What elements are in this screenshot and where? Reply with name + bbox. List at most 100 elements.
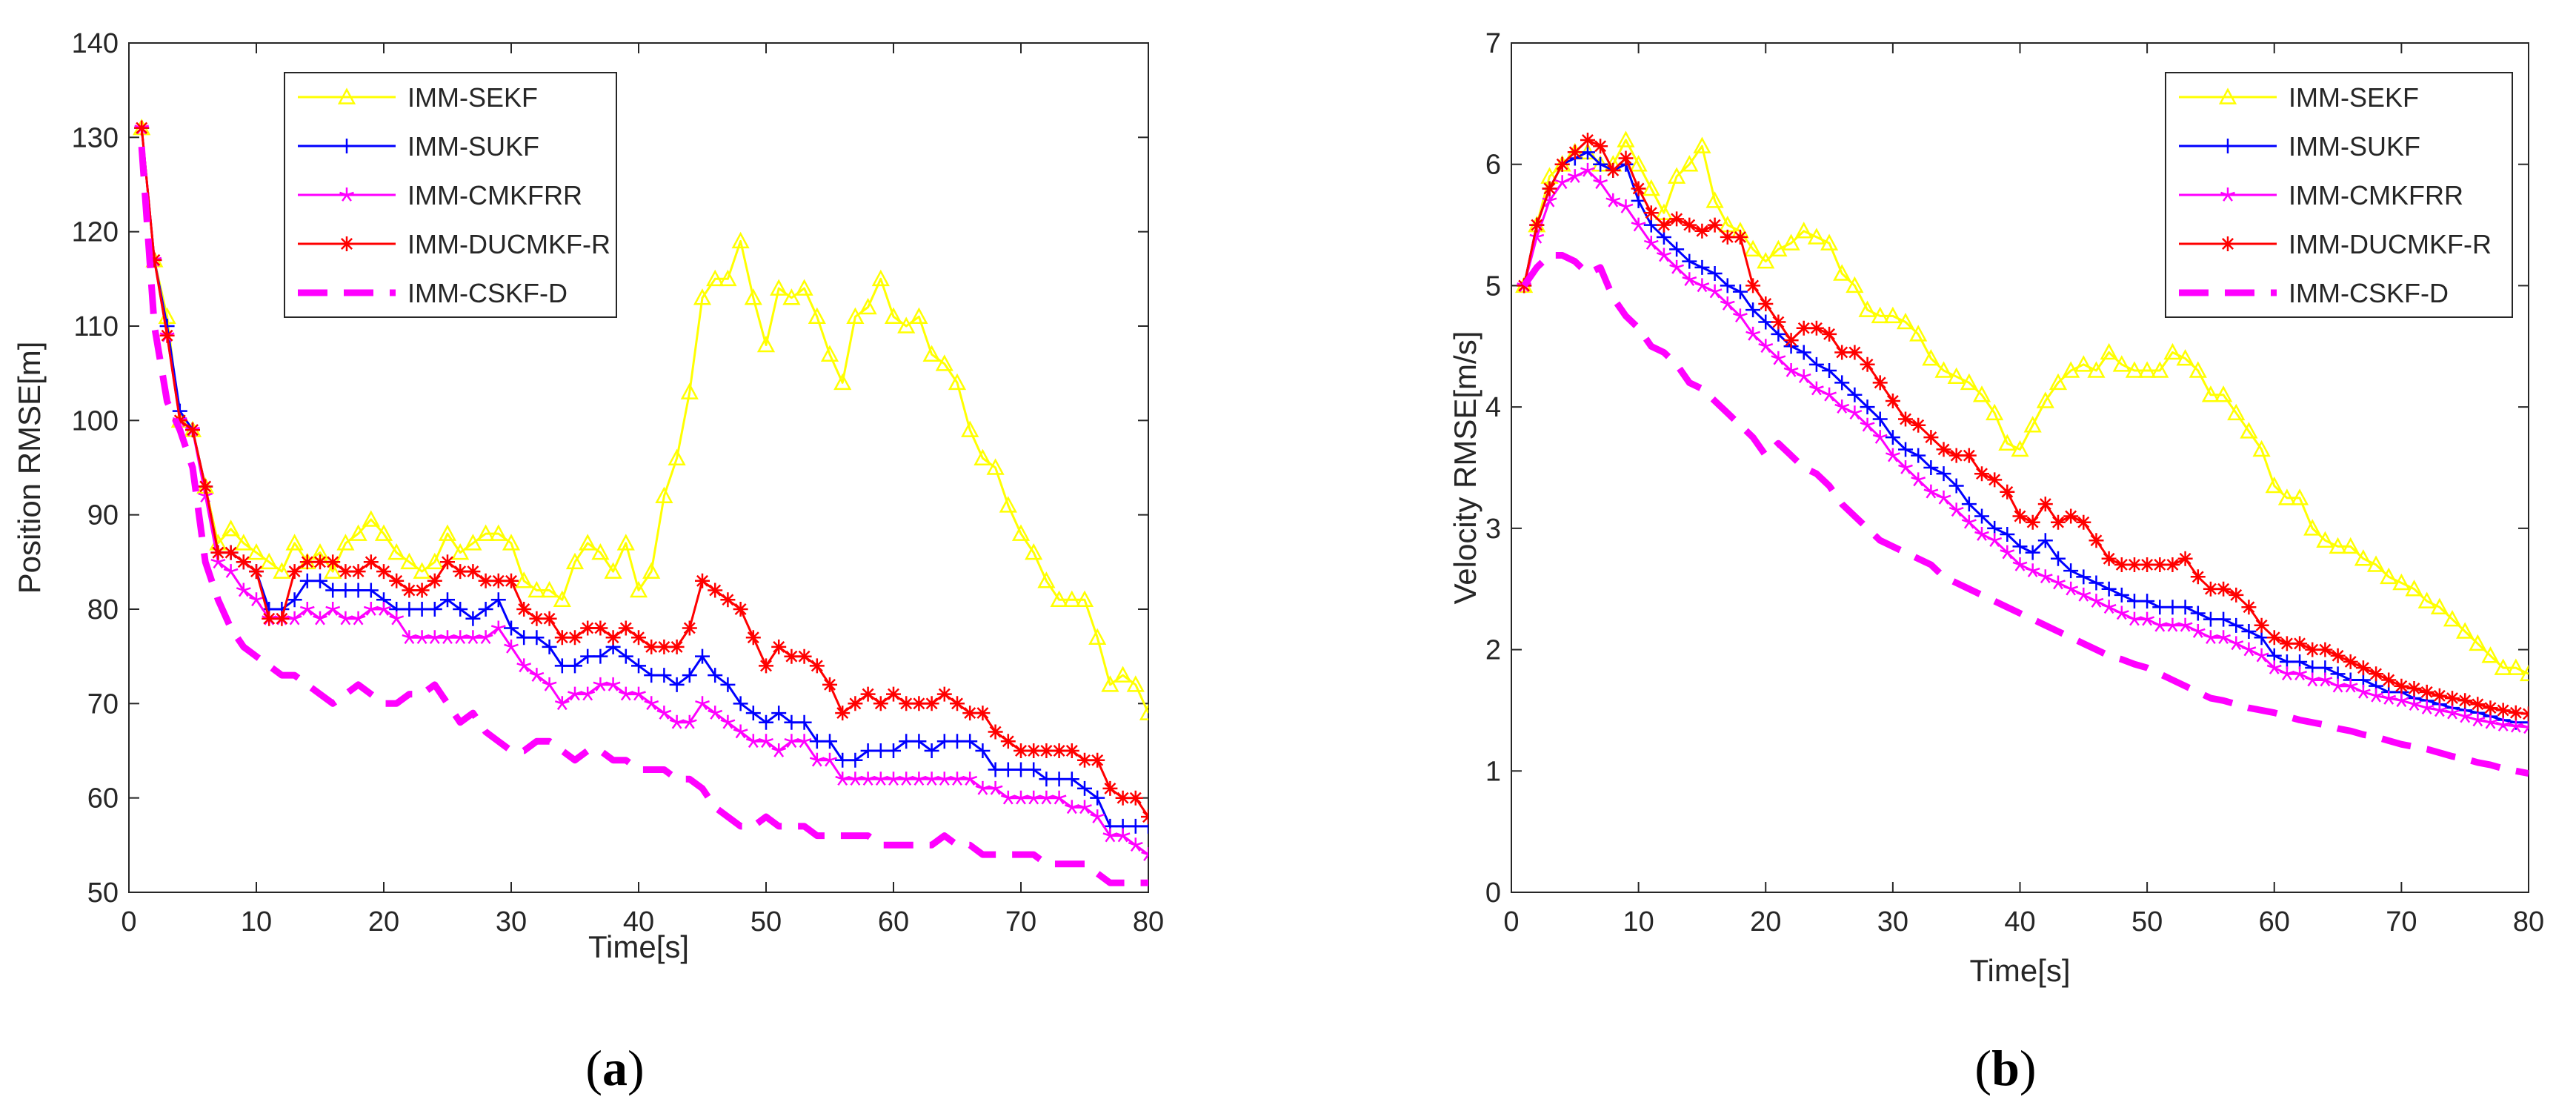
data-point <box>1567 169 1582 183</box>
series-imm-ducmkf-r <box>1517 133 2529 722</box>
data-point <box>975 743 991 758</box>
data-point <box>2165 600 2180 615</box>
legend-marker <box>2220 188 2235 202</box>
data-point <box>1871 306 1889 324</box>
data-point <box>756 335 776 353</box>
data-point <box>465 611 481 626</box>
data-point <box>784 648 799 664</box>
data-point <box>884 307 903 325</box>
legend-label: IMM-DUCMKF-R <box>407 229 610 259</box>
data-point <box>210 545 226 560</box>
y-tick-label: 130 <box>72 122 119 153</box>
x-tick-label: 80 <box>1133 906 1164 938</box>
data-point <box>1077 752 1092 768</box>
data-point <box>2305 672 2320 687</box>
data-point <box>2303 519 2322 536</box>
series-imm-sekf <box>133 118 1148 720</box>
data-point <box>886 771 901 786</box>
legend-marker <box>2220 236 2235 251</box>
data-point <box>2417 591 2436 608</box>
data-point <box>2343 654 2358 669</box>
x-tick-label: 60 <box>878 906 909 938</box>
data-point <box>899 771 914 786</box>
legend-label: IMM-CMKFRR <box>407 180 582 210</box>
data-point <box>1745 302 1761 318</box>
data-point <box>1998 434 2017 451</box>
panel-caption: (b) <box>1974 1040 2036 1096</box>
data-point <box>1796 369 1811 384</box>
data-point <box>2494 658 2512 675</box>
data-point <box>873 743 888 758</box>
data-point <box>1139 703 1148 720</box>
data-point <box>1796 345 1811 360</box>
data-point <box>1014 762 1028 777</box>
data-point <box>2087 361 2106 378</box>
data-point <box>1758 296 1774 311</box>
data-point <box>899 734 914 749</box>
data-point <box>1707 217 1723 233</box>
data-point <box>2163 342 2182 360</box>
data-point <box>1694 259 1710 275</box>
data-point <box>2341 537 2360 554</box>
data-point <box>770 279 788 296</box>
data-point <box>2125 361 2144 378</box>
data-point <box>962 771 978 786</box>
data-point <box>350 564 366 580</box>
data-point <box>911 734 927 749</box>
data-point <box>389 573 405 588</box>
data-point <box>2519 664 2529 682</box>
y-tick-label: 0 <box>1485 877 1501 909</box>
data-point <box>2037 533 2053 548</box>
data-point <box>771 743 787 757</box>
data-point <box>1682 217 1697 233</box>
data-point <box>2305 642 2320 657</box>
data-point <box>338 564 353 580</box>
data-point <box>759 734 773 749</box>
series-imm-cskf-d <box>1521 252 2529 777</box>
data-point <box>2012 508 2028 524</box>
data-point <box>1860 356 1875 372</box>
data-point <box>1961 448 1977 463</box>
data-point <box>2127 557 2142 572</box>
data-point <box>1605 193 1621 208</box>
data-point <box>1860 417 1875 432</box>
data-point <box>1834 375 1850 391</box>
data-point <box>1847 405 1863 420</box>
y-tick-label: 1 <box>1485 756 1501 787</box>
data-point <box>2063 581 2079 596</box>
data-point <box>1014 790 1028 805</box>
data-point <box>490 592 506 608</box>
legend: IMM-SEKF IMM-SUKF IMM-CMKFRR IMM-DUCMKF-R IM… <box>284 72 617 318</box>
x-tick-label: 50 <box>2131 906 2163 938</box>
data-point <box>733 602 748 617</box>
data-point <box>1885 430 1900 445</box>
data-point <box>593 677 608 691</box>
data-point <box>1694 223 1710 239</box>
data-point <box>1758 314 1774 330</box>
y-tick-label: 50 <box>87 877 119 909</box>
data-point <box>1643 236 1659 250</box>
series-imm-ducmkf-r <box>134 120 1148 825</box>
panel-caption: (a) <box>585 1040 644 1096</box>
data-point <box>2290 488 2309 505</box>
x-tick-label: 70 <box>1005 906 1036 938</box>
data-point <box>1051 743 1067 758</box>
data-point <box>2152 557 2168 572</box>
data-point <box>784 734 799 749</box>
y-tick-label: 5 <box>1485 271 1501 302</box>
data-point <box>644 668 659 683</box>
data-point <box>363 554 379 570</box>
data-point <box>719 269 737 287</box>
data-point <box>2114 557 2129 572</box>
data-point <box>1064 771 1079 787</box>
data-point <box>1886 448 1900 462</box>
data-point <box>936 686 952 702</box>
data-point <box>1631 181 1646 196</box>
data-point <box>656 639 672 654</box>
data-point <box>1554 175 1570 190</box>
data-point <box>1732 229 1748 245</box>
y-tick-label: 3 <box>1485 514 1501 545</box>
data-point <box>1911 472 1926 487</box>
data-point <box>2392 573 2411 591</box>
data-point <box>784 714 799 730</box>
